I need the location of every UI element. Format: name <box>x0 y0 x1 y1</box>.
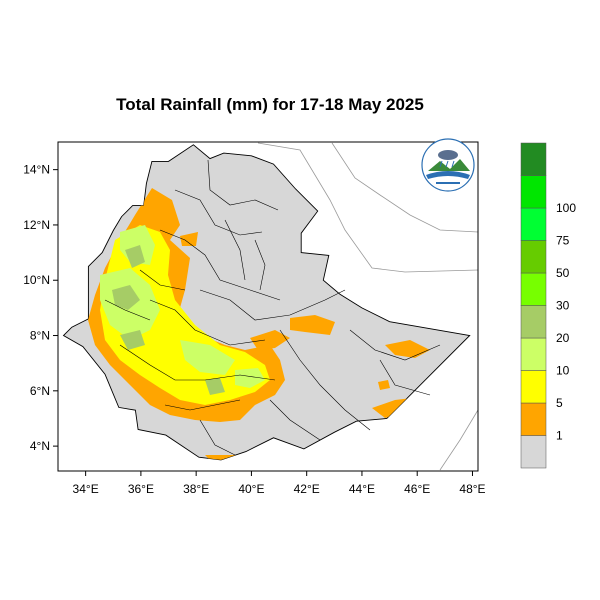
y-tick-label: 6°N <box>30 384 50 398</box>
legend-label: 20 <box>556 331 570 345</box>
plot-frame <box>57 141 479 472</box>
legend-swatch <box>520 370 547 404</box>
map-title: Total Rainfall (mm) for 17-18 May 2025 <box>116 95 424 114</box>
y-tick-label: 12°N <box>23 218 50 232</box>
legend-swatch <box>520 402 547 436</box>
rainfall-area-10to20 <box>235 368 265 388</box>
rainfall-area-20to30 <box>112 285 140 310</box>
rainfall-area-1to5 <box>290 315 335 335</box>
legend-label: 1 <box>556 429 563 443</box>
legend-swatch <box>520 175 547 209</box>
rainfall-area-1to5 <box>385 340 430 358</box>
x-tick-label: 46°E <box>404 482 430 496</box>
rainfall-area-20to30 <box>205 378 225 395</box>
rainfall-area-20to30 <box>125 245 145 268</box>
rainfall-area-10to20 <box>180 340 235 375</box>
legend-label: 50 <box>556 266 570 280</box>
legend-swatch <box>520 142 547 176</box>
x-tick-label: 40°E <box>238 482 264 496</box>
rainfall-area-1to5 <box>425 378 436 389</box>
x-tick-label: 42°E <box>294 482 320 496</box>
legend-label: 5 <box>556 396 563 410</box>
x-tick-label: 48°E <box>459 482 485 496</box>
rainfall-area-20to30 <box>120 330 145 350</box>
legend-label: 10 <box>556 364 570 378</box>
neighbor-borders <box>257 142 479 471</box>
x-tick-label: 34°E <box>73 482 99 496</box>
legend-swatch <box>520 337 547 371</box>
legend-label: 100 <box>556 201 576 215</box>
y-tick-label: 8°N <box>30 329 50 343</box>
y-tick-label: 14°N <box>23 163 50 177</box>
color-legend: 1 5 10 20 30 50 75 100 <box>520 142 576 469</box>
legend-swatch <box>520 207 547 241</box>
y-axis: 14°N 12°N 10°N 8°N 6°N 4°N <box>23 163 58 453</box>
x-tick-label: 38°E <box>183 482 209 496</box>
legend-swatch <box>520 272 547 306</box>
rainfall-area-1to5 <box>250 330 290 350</box>
x-tick-label: 44°E <box>349 482 375 496</box>
legend-label: 30 <box>556 299 570 313</box>
rainfall-area-1to5 <box>378 380 390 390</box>
legend-swatch <box>520 240 547 274</box>
y-tick-label: 10°N <box>23 273 50 287</box>
x-tick-label: 36°E <box>128 482 154 496</box>
rainfall-area-1to5 <box>205 455 245 460</box>
ethiopian-meteorology-institute-logo <box>421 138 475 192</box>
legend-label: 75 <box>556 234 570 248</box>
admin-boundaries <box>104 159 441 456</box>
legend-swatch <box>520 305 547 339</box>
legend-swatch <box>520 435 547 469</box>
y-tick-label: 4°N <box>30 439 50 453</box>
rainfall-area-1to5 <box>180 232 198 246</box>
x-axis: 34°E 36°E 38°E 40°E 42°E 44°E 46°E 48°E <box>73 471 486 496</box>
